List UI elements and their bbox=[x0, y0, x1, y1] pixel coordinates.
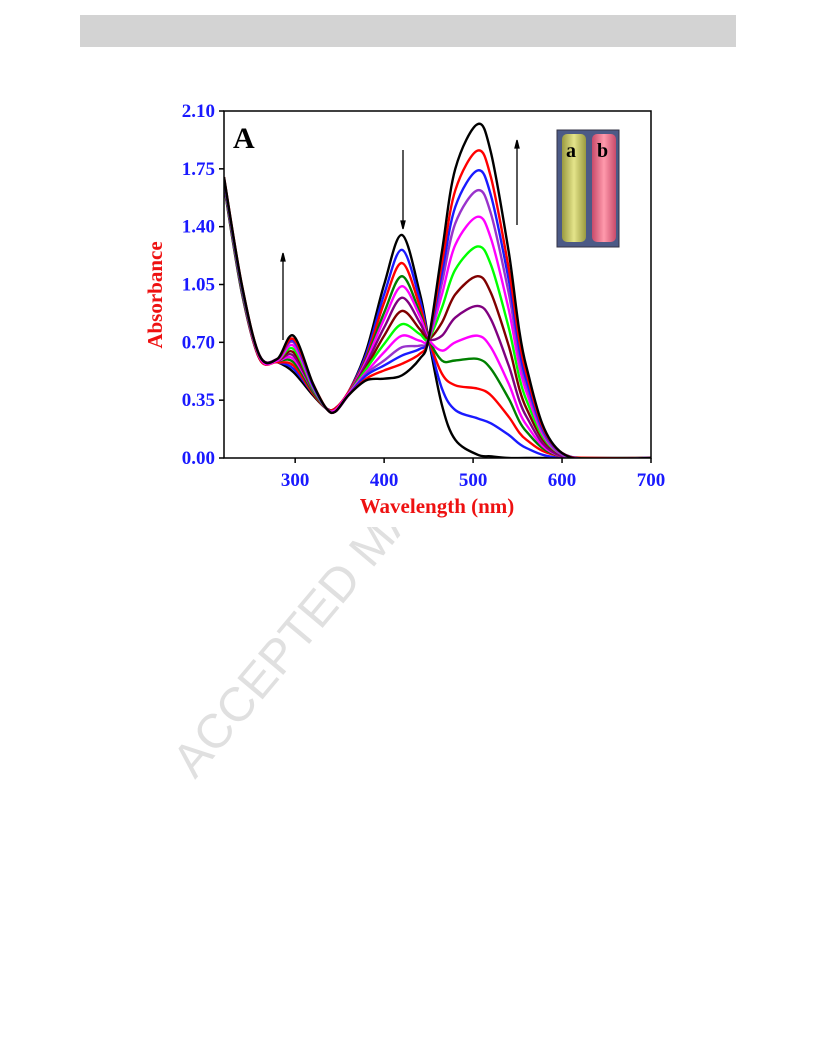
spectrum-line bbox=[224, 183, 651, 458]
y-tick-label: 2.10 bbox=[182, 101, 215, 122]
y-axis-title: Absorbance bbox=[143, 241, 167, 348]
spectrum-line bbox=[224, 178, 651, 458]
x-tick-label: 400 bbox=[370, 470, 399, 491]
panel-label: A bbox=[233, 122, 255, 155]
arrow-head bbox=[400, 220, 406, 230]
x-tick-label: 500 bbox=[459, 470, 488, 491]
spectrum-line bbox=[224, 122, 651, 458]
y-tick-label: 1.40 bbox=[182, 217, 215, 238]
vial bbox=[592, 134, 616, 242]
x-tick-label: 600 bbox=[548, 470, 577, 491]
inset-label: a bbox=[566, 140, 576, 162]
inset-photo: a b bbox=[556, 129, 620, 248]
plot bbox=[224, 122, 651, 458]
y-tick-label: 0.70 bbox=[182, 332, 215, 353]
arrow-head bbox=[514, 139, 520, 149]
arrow-head bbox=[280, 252, 286, 262]
x-tick-label: 700 bbox=[637, 470, 666, 491]
y-tick-label: 1.05 bbox=[182, 275, 215, 296]
vial bbox=[562, 134, 586, 242]
y-tick-label: 0.35 bbox=[182, 390, 215, 411]
inset-label: b bbox=[597, 140, 608, 162]
arrows bbox=[280, 139, 520, 340]
x-tick-label: 300 bbox=[281, 470, 310, 491]
x-axis-title: Wavelength (nm) bbox=[360, 494, 515, 518]
y-tick-label: 0.00 bbox=[182, 448, 215, 469]
header-bar bbox=[80, 15, 736, 47]
y-tick-label: 1.75 bbox=[182, 159, 215, 180]
